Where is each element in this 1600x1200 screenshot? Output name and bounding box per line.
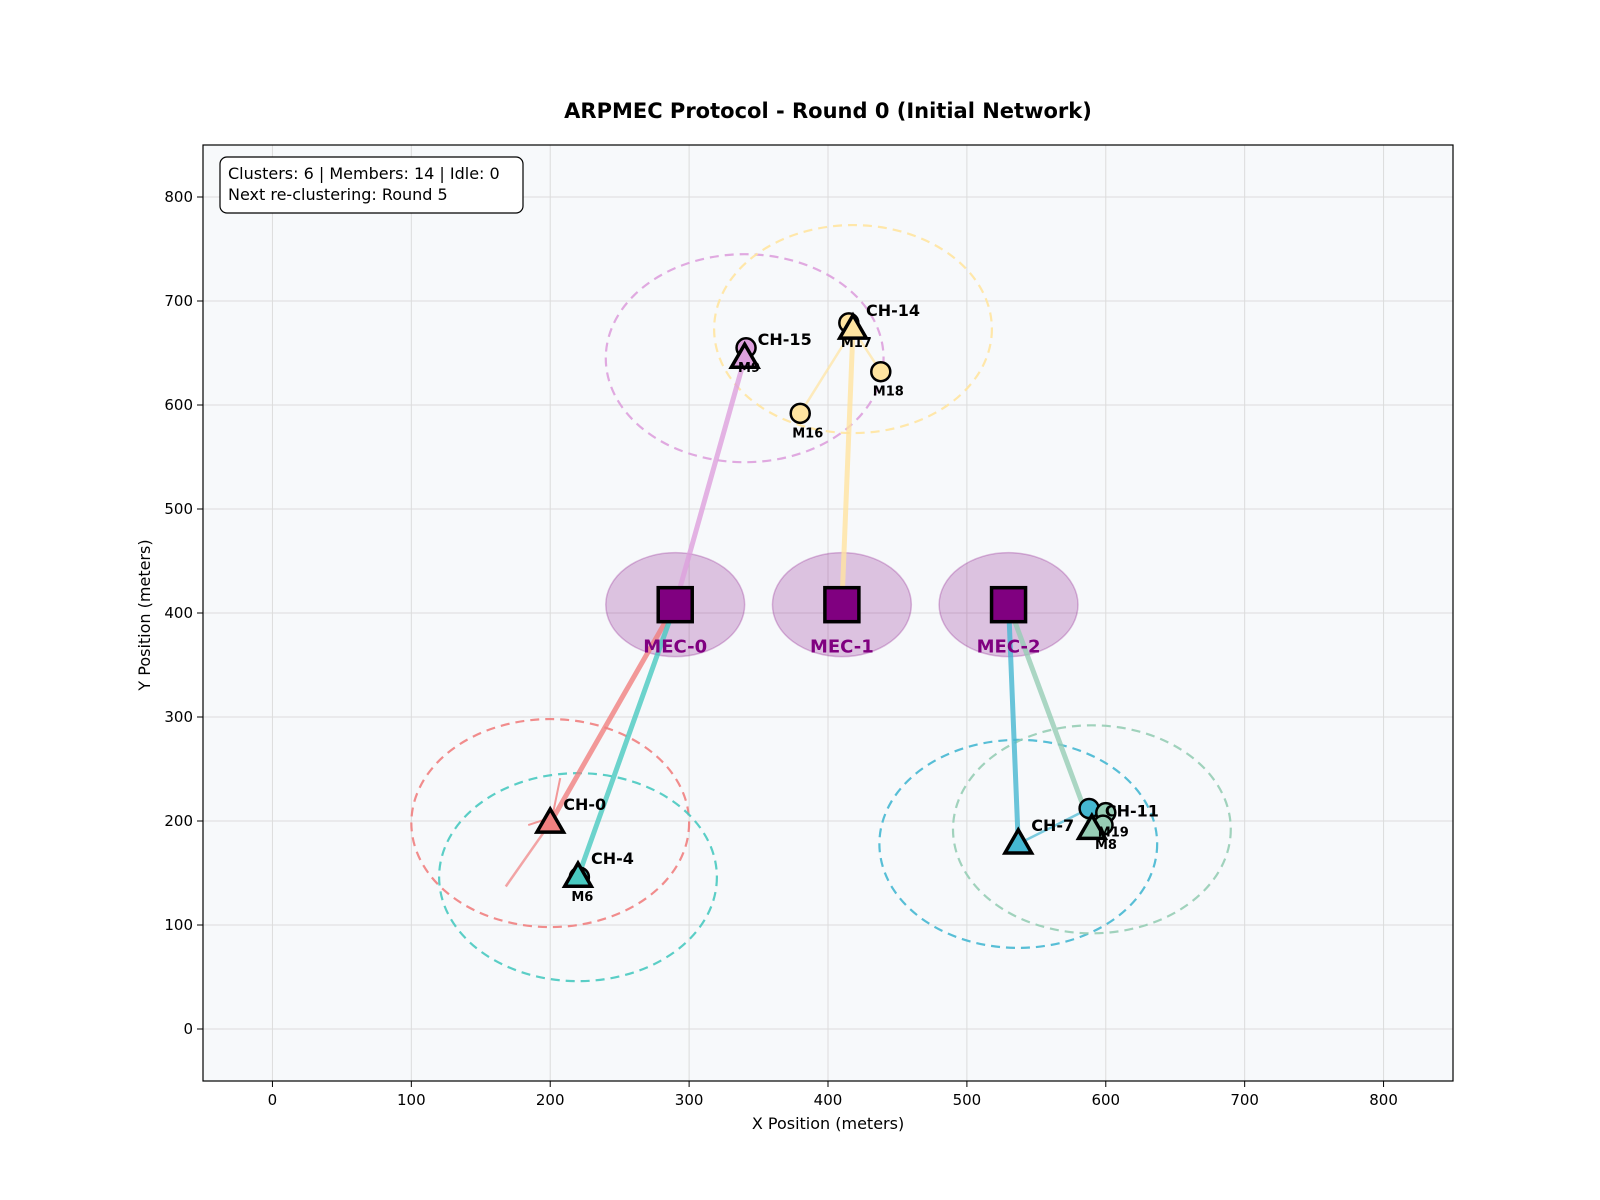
ch-mec-link bbox=[1006, 602, 1021, 847]
member-label: M8 bbox=[1095, 838, 1117, 853]
cluster-head-marker bbox=[1075, 811, 1109, 841]
member-link bbox=[799, 328, 855, 414]
info-box-line-2: Next re-clustering: Round 5 bbox=[228, 185, 448, 204]
x-tick-label: 400 bbox=[814, 1091, 843, 1109]
info-box-line-1: Clusters: 6 | Members: 14 | Idle: 0 bbox=[228, 164, 500, 183]
member-label: M6 bbox=[571, 890, 593, 905]
node-labels: MEC-0 MEC-1 MEC-2 CH-0 M6 CH-4 M9 CH-15 M17 M16 M1… bbox=[563, 301, 1159, 905]
y-axis-title: Y Position (meters) bbox=[135, 539, 154, 691]
cluster-head-label: CH-7 bbox=[1031, 816, 1074, 835]
member-label: M19 bbox=[1098, 826, 1129, 841]
info-box-frame bbox=[219, 156, 524, 214]
cluster-range-circle bbox=[410, 717, 691, 929]
y-tick-label: 700 bbox=[164, 292, 193, 310]
cluster-head-marker bbox=[836, 311, 870, 340]
cluster-range-circle bbox=[604, 253, 885, 464]
member-label: M9 bbox=[738, 361, 760, 376]
axis-ticks: 0 100 200 300 400 500 600 700 800 0 100 200 300 400 50… bbox=[164, 188, 1398, 1109]
y-tick-label: 400 bbox=[164, 604, 193, 622]
member-label: M18 bbox=[873, 385, 904, 400]
ch-mec-link bbox=[672, 355, 748, 608]
x-tick-label: 600 bbox=[1091, 1091, 1120, 1109]
y-tick-label: 600 bbox=[164, 396, 193, 414]
y-tick-label: 100 bbox=[164, 916, 193, 934]
cluster-range-circle bbox=[713, 223, 993, 435]
x-axis-title: X Position (meters) bbox=[752, 1114, 904, 1133]
y-tick-label: 300 bbox=[164, 708, 193, 726]
cluster-head-marker bbox=[533, 805, 567, 834]
x-tick-label: 0 bbox=[268, 1091, 278, 1109]
x-tick-label: 500 bbox=[953, 1091, 982, 1109]
y-tick-label: 200 bbox=[164, 812, 193, 830]
ch-mec-link bbox=[575, 602, 678, 880]
mec-servers bbox=[656, 585, 1028, 624]
info-box: Clusters: 6 | Members: 14 | Idle: 0 Next… bbox=[219, 156, 524, 214]
member-node bbox=[870, 360, 892, 383]
mec-server-marker bbox=[989, 585, 1028, 624]
mec-server-label: MEC-1 bbox=[810, 637, 874, 658]
cluster-range-circle bbox=[878, 738, 1159, 949]
cluster-range-circle bbox=[951, 724, 1232, 935]
cluster-head-label: CH-11 bbox=[1105, 801, 1159, 820]
x-tick-label: 800 bbox=[1369, 1091, 1398, 1109]
x-tick-label: 700 bbox=[1230, 1091, 1259, 1109]
y-tick-label: 0 bbox=[183, 1020, 193, 1038]
cluster-head-label: CH-4 bbox=[591, 849, 634, 868]
cluster-head-label: CH-0 bbox=[563, 795, 606, 814]
nodes bbox=[533, 311, 1117, 889]
ch-mec-link bbox=[1006, 602, 1095, 832]
x-tick-label: 200 bbox=[536, 1091, 565, 1109]
x-tick-label: 300 bbox=[675, 1091, 704, 1109]
chart-title: ARPMEC Protocol - Round 0 (Initial Netwo… bbox=[564, 99, 1092, 123]
cluster-head-marker bbox=[728, 340, 761, 370]
cluster-head-label: CH-14 bbox=[866, 301, 920, 320]
cluster-head-marker bbox=[561, 859, 595, 889]
cluster-head-marker bbox=[1001, 826, 1035, 855]
mec-server-label: MEC-2 bbox=[977, 637, 1041, 658]
member-label: M17 bbox=[841, 336, 872, 351]
ch-mec-link bbox=[547, 602, 678, 826]
mec-server-marker bbox=[823, 585, 861, 624]
y-tick-label: 500 bbox=[164, 500, 193, 518]
y-tick-label: 800 bbox=[164, 188, 193, 206]
mec-server-marker bbox=[656, 585, 694, 624]
mec-server-label: MEC-0 bbox=[643, 637, 707, 658]
x-tick-label: 100 bbox=[397, 1091, 426, 1109]
ch-mec-link bbox=[839, 326, 856, 608]
cluster-head-label: CH-15 bbox=[758, 330, 812, 349]
member-label: M16 bbox=[792, 426, 823, 441]
member-node bbox=[789, 402, 811, 425]
member-link bbox=[1017, 807, 1090, 845]
